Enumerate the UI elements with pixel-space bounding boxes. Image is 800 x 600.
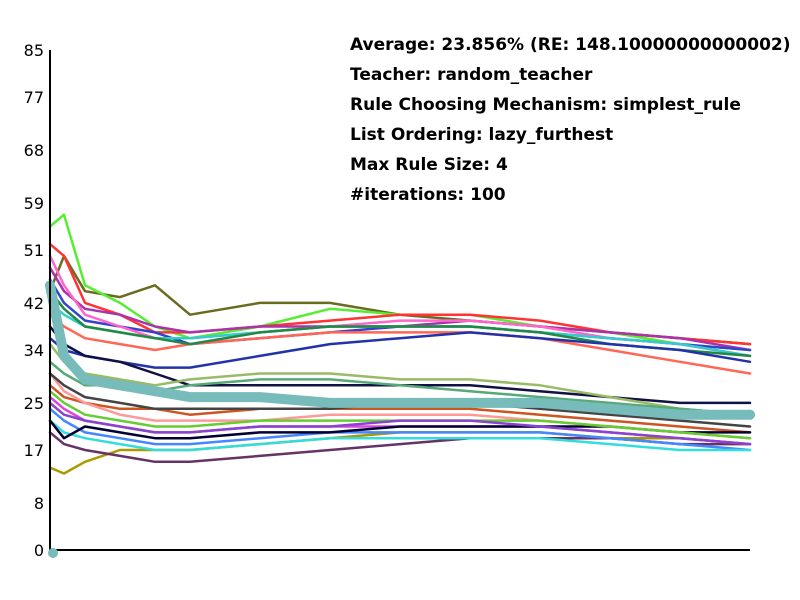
series-line-2 [48, 213, 752, 352]
series-layer [45, 213, 755, 475]
y-tick-label: 17 [24, 441, 44, 460]
y-tick-label: 25 [24, 394, 44, 413]
series-line-1 [48, 254, 752, 346]
y-tick-label: 68 [24, 141, 44, 160]
info-max-rule-size: Max Rule Size: 4 [350, 155, 508, 175]
y-tick-label: 34 [24, 341, 44, 360]
y-tick-label: 51 [24, 241, 44, 260]
end-marker [745, 409, 755, 420]
series-line-24 [48, 372, 752, 428]
info-teacher: Teacher: random_teacher [350, 65, 593, 85]
y-tick-label: 42 [24, 294, 44, 313]
series-line-23 [48, 401, 752, 446]
y-tick-labels: 0 8 17 25 34 42 51 59 68 77 85 [24, 41, 44, 560]
origin-marker [48, 548, 58, 558]
info-rule-mechanism: Rule Choosing Mechanism: simplest_rule [350, 95, 741, 115]
series-line-4 [48, 266, 752, 352]
series-line-3 [48, 242, 752, 346]
series-line-22 [48, 389, 752, 440]
series-line-25 [45, 280, 755, 420]
y-tick-label: 77 [24, 88, 44, 107]
y-tick-label: 85 [24, 41, 44, 60]
series-line-18 [48, 419, 752, 452]
y-tick-label: 0 [34, 541, 44, 560]
y-tick-label: 59 [24, 194, 44, 213]
info-iterations: #iterations: 100 [350, 185, 506, 205]
info-panel: Average: 23.856% (RE: 148.10000000000002… [350, 35, 791, 205]
info-average: Average: 23.856% (RE: 148.10000000000002… [350, 35, 791, 55]
info-list-ordering: List Ordering: lazy_furthest [350, 125, 613, 145]
series-line-8 [48, 313, 752, 375]
series-line-12 [48, 342, 752, 416]
series-line-17 [48, 407, 752, 452]
y-tick-label: 8 [34, 494, 44, 513]
